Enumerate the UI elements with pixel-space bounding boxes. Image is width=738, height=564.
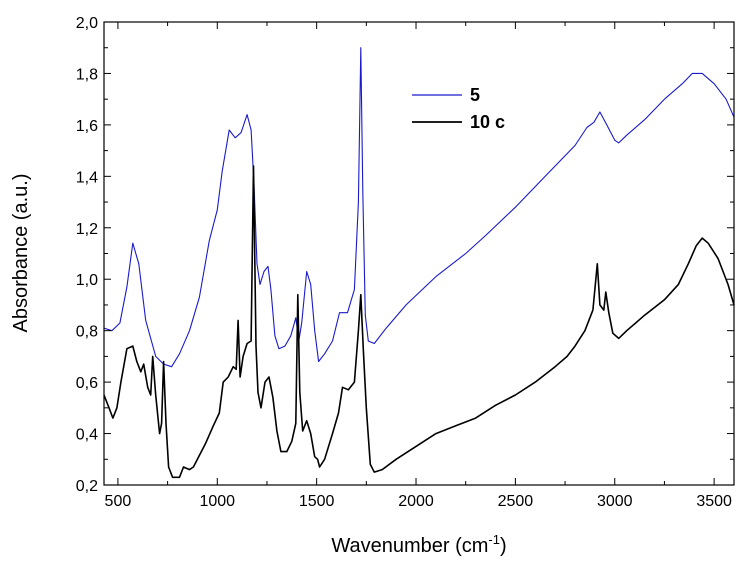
y-tick-label: 1,6 [76,118,98,135]
x-tick-label: 1000 [199,493,235,510]
y-tick-label: 0,4 [76,427,98,444]
y-tick-label: 1,4 [76,169,98,186]
x-tick-label: 2000 [398,493,434,510]
x-tick-label: 1500 [299,493,335,510]
x-tick-label: 500 [105,493,132,510]
y-tick-label: 1,2 [76,221,98,238]
x-tick-label: 3000 [597,493,633,510]
series-line-1 [103,47,735,368]
y-tick-label: 1,8 [76,66,98,83]
y-axis-title: Absorbance (a.u.) [10,174,32,333]
series-layer [103,47,735,479]
legend-label-1: 5 [470,85,480,105]
y-tick-label: 1,0 [76,272,98,289]
legend-label-2: 10 c [470,112,505,132]
series-line-2 [103,165,735,479]
y-tick-label: 0,6 [76,375,98,392]
x-axis-title: Wavenumber (cm-1) [331,532,506,557]
ticks-layer: 500 1000 1500 2000 2500 3000 3500 0,2 0,4 0,6 0,8 1… [76,15,734,510]
y-tick-label: 0,2 [76,478,98,495]
y-tick-label: 0,8 [76,324,98,341]
x-tick-label: 3500 [696,493,732,510]
y-tick-label: 2,0 [76,15,98,32]
plot-area [104,22,734,485]
x-tick-label: 2500 [498,493,534,510]
legend: 5 10 c [412,85,505,132]
